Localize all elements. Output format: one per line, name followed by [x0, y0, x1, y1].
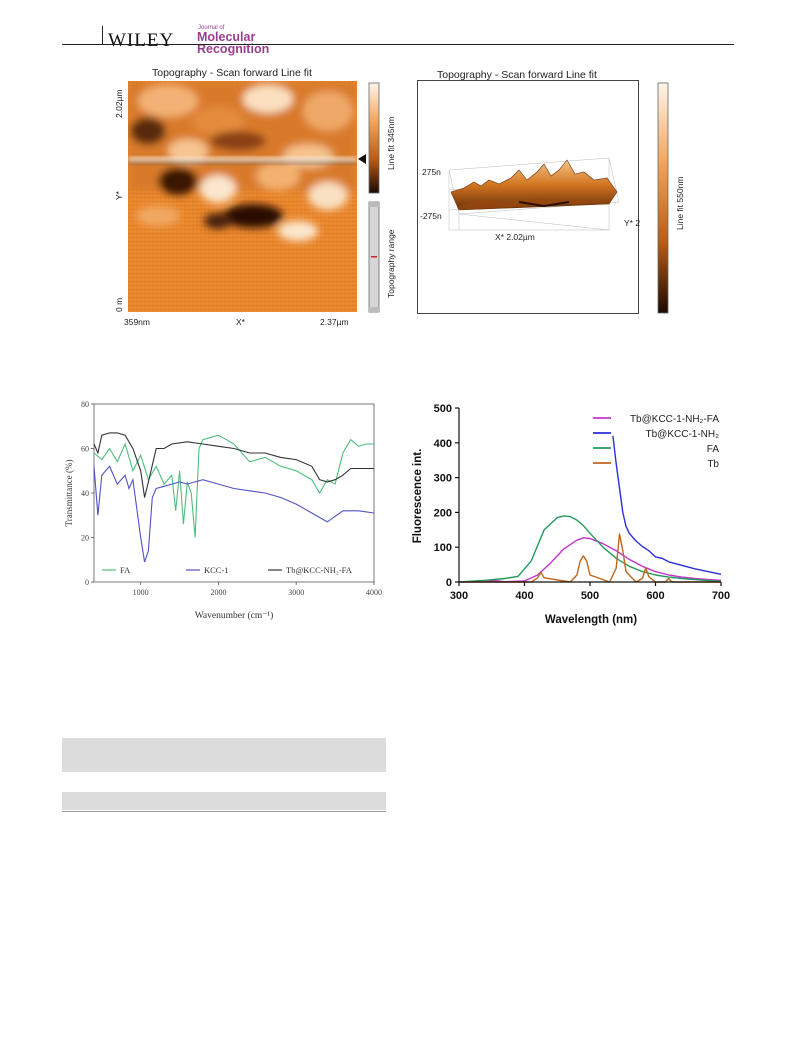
ftir-y-tick-label: 60: [81, 445, 89, 454]
fluorescence-chart: 0 100 200 300 400 500 300 400 500 600 700 Tb@KCC-…: [412, 403, 730, 626]
ftir-y-tick-label: 20: [81, 534, 89, 543]
afm-3d-y-label: Y* 2: [624, 218, 641, 228]
ftir-y-tick-label: 0: [85, 578, 89, 587]
ftir-series-line-1: [93, 465, 375, 563]
table-bottom-rule: [62, 811, 386, 812]
fluo-legend-label-0: Tb@KCC-1-NH₂-FA: [630, 414, 719, 425]
ftir-x-tick-label: 2000: [210, 588, 226, 597]
ftir-series-line-0: [93, 434, 374, 538]
table-row-band: [62, 792, 386, 810]
fluo-legend-label-1: Tb@KCC-1-NH₂: [646, 429, 720, 440]
fluo-legend-label-3: Tb: [707, 459, 719, 470]
ftir-x-tick-label: 3000: [288, 588, 304, 597]
fluo-y-tick-label: 500: [434, 403, 452, 415]
afm-3d-colorbar: [657, 82, 669, 314]
fluo-y-tick-label: 0: [446, 577, 452, 589]
afm-2d-range-label: Topography range: [386, 229, 396, 298]
ftir-x-tick-label: 1000: [133, 588, 149, 597]
fluo-series-line-3: [459, 533, 721, 583]
ftir-y-axis-label: Transmittance (%): [64, 460, 74, 527]
fluo-x-tick-label: 700: [712, 590, 730, 602]
afm-2d-colorbar-label: Line fit 345nm: [386, 116, 396, 170]
ftir-y-tick-label: 40: [81, 489, 89, 498]
fluo-x-tick-label: 500: [581, 590, 599, 602]
header-tick-mark: [102, 26, 103, 44]
fluo-series-line-2: [458, 515, 722, 583]
afm-2d-x-right-label: 2.37µm: [320, 317, 349, 327]
ftir-y-tick-label: 80: [81, 400, 89, 409]
afm-2d-y-bottom-label: 0 m: [114, 297, 124, 312]
ftir-series-line-2: [93, 432, 374, 498]
afm-3d-title: Topography - Scan forward Line fit: [437, 69, 597, 81]
afm-2d-title: Topography - Scan forward Line fit: [152, 67, 312, 79]
fluo-y-tick-label: 300: [434, 473, 452, 485]
ftir-legend-label-0: FA: [120, 565, 131, 575]
afm-3d-z-bottom-label: -275n: [420, 211, 442, 221]
ftir-legend-label-1: KCC-1: [204, 565, 229, 575]
fluo-x-tick-label: 600: [646, 590, 664, 602]
fluo-x-tick-label: 300: [450, 590, 468, 602]
afm-3d-surface-render: [448, 157, 620, 231]
journal-name-line2: Recognition: [197, 42, 270, 56]
publisher-logo: WILEY: [108, 30, 175, 51]
ftir-x-tick-label: 4000: [366, 588, 382, 597]
header-rule: [62, 44, 734, 45]
fluo-x-axis-label: Wavelength (nm): [545, 614, 637, 626]
journal-prefix: Journal of: [198, 25, 225, 31]
fluo-series-line-1: [612, 435, 722, 575]
fluo-y-tick-label: 400: [434, 438, 452, 450]
ftir-plot-frame: [93, 403, 375, 583]
ftir-x-axis-label: Wavenumber (cm⁻¹): [195, 610, 274, 621]
afm-2d-marker-arrow: [358, 154, 366, 164]
fluo-y-tick-label: 100: [434, 542, 452, 554]
ftir-legend-label-2: Tb@KCC-NH₂-FA: [286, 565, 353, 575]
afm-2d-range-bar: [368, 201, 380, 313]
afm-2d-y-top-label: 2.02µm: [114, 89, 124, 118]
afm-3d-x-label: X* 2.02µm: [495, 232, 535, 242]
afm-2d-topography-image: [128, 81, 357, 312]
fluo-y-axis-label: Fluorescence int.: [412, 449, 424, 544]
ftir-chart: 0 20 40 60 80 1000 2000 3000 4000 FA KCC-1 Tb@KCC…: [64, 400, 382, 621]
table-header-band: [62, 738, 386, 772]
afm-3d-colorbar-label: Line fit 550nm: [675, 176, 685, 230]
journal-name: Molecular Recognition: [197, 30, 270, 56]
fluo-legend-label-2: FA: [707, 444, 720, 455]
afm-2d-colorbar: [368, 82, 380, 194]
fluo-y-tick-label: 200: [434, 507, 452, 519]
journal-name-line1: Molecular: [197, 30, 256, 44]
afm-3d-z-top-label: 275n: [422, 167, 441, 177]
fluo-x-tick-label: 400: [515, 590, 533, 602]
afm-2d-x-left-label: 359nm: [124, 317, 150, 327]
afm-2d-x-mid-label: X*: [236, 317, 245, 327]
afm-2d-y-mid-label: Y*: [114, 191, 124, 200]
